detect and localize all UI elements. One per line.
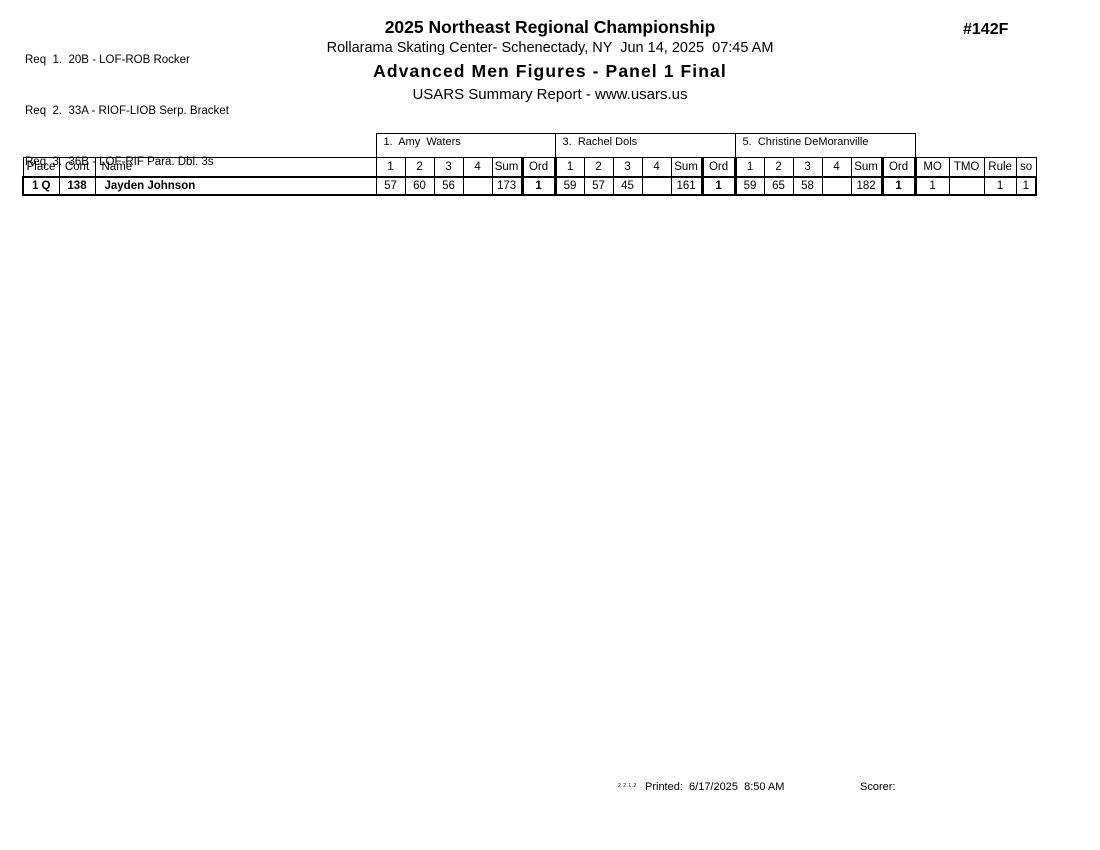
contestant-number-cell: 138 — [58, 175, 96, 196]
results-table: 1. Amy Waters 3. Rachel Dols 5. Christin… — [22, 133, 1038, 196]
place-cell: 1 Q — [22, 175, 60, 196]
contestant-header: Cont — [58, 157, 96, 177]
score-cell — [821, 175, 852, 196]
figure-column-header: 4 — [641, 157, 672, 177]
figure-column-header: 1 — [554, 157, 585, 177]
judge-name: 1. Amy Waters — [375, 133, 556, 158]
ordinal-cell: 1 — [880, 175, 917, 196]
event-title: Advanced Men Figures - Panel 1 Final — [373, 61, 727, 81]
result-row: 1 Q 138 Jayden Johnson 57 60 56 173 1 59… — [22, 175, 1038, 196]
score-cell: 58 — [792, 175, 823, 196]
ordinal-header: Ord — [520, 157, 557, 177]
tmo-cell — [948, 175, 985, 196]
score-cell — [641, 175, 672, 196]
score-cell: 59 — [554, 175, 585, 196]
figure-column-header: 3 — [612, 157, 643, 177]
venue-date-line: Rollarama Skating Center- Schenectady, N… — [326, 40, 774, 56]
ordinal-cell: 1 — [520, 175, 557, 196]
printed-timestamp: Printed: 6/17/2025 8:50 AM — [645, 781, 785, 793]
judge-name: 3. Rachel Dols — [554, 133, 736, 158]
sum-cell: 173 — [491, 175, 523, 196]
sum-cell: 182 — [850, 175, 883, 196]
figure-column-header: 4 — [462, 157, 493, 177]
figure-column-header: 2 — [404, 157, 435, 177]
judge-row-spacer — [915, 134, 1036, 158]
sum-cell: 161 — [670, 175, 703, 196]
figure-column-header: 1 — [734, 157, 765, 177]
score-cell: 56 — [433, 175, 464, 196]
championship-title: 2025 Northeast Regional Championship — [384, 17, 716, 37]
figure-column-header: 3 — [433, 157, 464, 177]
so-cell: 1 — [1015, 175, 1038, 196]
name-header: Name — [94, 157, 377, 177]
majority-header: MO — [914, 157, 950, 177]
so-header: so — [1015, 157, 1037, 177]
sum-header: Sum — [670, 157, 703, 177]
sum-header: Sum — [491, 157, 523, 177]
score-cell: 60 — [404, 175, 435, 196]
figure-column-header: 4 — [821, 157, 852, 177]
figure-column-header: 2 — [583, 157, 614, 177]
score-cell: 65 — [763, 175, 794, 196]
score-cell: 57 — [375, 175, 406, 196]
sum-header: Sum — [850, 157, 883, 177]
rule-cell: 1 — [983, 175, 1017, 196]
ordinal-header: Ord — [700, 157, 737, 177]
majority-cell: 1 — [914, 175, 950, 196]
report-header: 2025 Northeast Regional Championship Rol… — [0, 16, 1100, 106]
requirement-item: Req 1. 20B - LOF-ROB Rocker — [25, 54, 190, 66]
requirement-item: Req 2. 33A - RIOF-LIOB Serp. Bracket — [25, 105, 229, 117]
scorer-label: Scorer: — [860, 781, 896, 793]
judge-header-row: 1. Amy Waters 3. Rachel Dols 5. Christin… — [23, 133, 1036, 158]
place-header: Place — [22, 157, 60, 177]
skater-name-cell: Jayden Johnson — [94, 175, 377, 196]
figure-column-header: 1 — [375, 157, 406, 177]
report-number: #142F — [963, 21, 1009, 38]
rule-header: Rule — [983, 157, 1017, 177]
score-cell — [462, 175, 493, 196]
column-header-row: Place Cont Name 1 2 3 4 Sum Ord 1 2 3 4 … — [22, 157, 1037, 177]
ordinal-cell: 1 — [700, 175, 737, 196]
judge-row-spacer — [23, 134, 376, 158]
judge-name: 5. Christine DeMoranville — [734, 133, 916, 158]
score-cell: 45 — [612, 175, 643, 196]
tmo-header: TMO — [948, 157, 985, 177]
figure-column-header: 3 — [792, 157, 823, 177]
figure-column-header: 2 — [763, 157, 794, 177]
score-cell: 57 — [583, 175, 614, 196]
ordinal-header: Ord — [880, 157, 917, 177]
score-cell: 59 — [734, 175, 765, 196]
report-type-line: USARS Summary Report - www.usars.us — [412, 86, 688, 103]
software-version: 2.2.1.2 — [618, 783, 637, 789]
